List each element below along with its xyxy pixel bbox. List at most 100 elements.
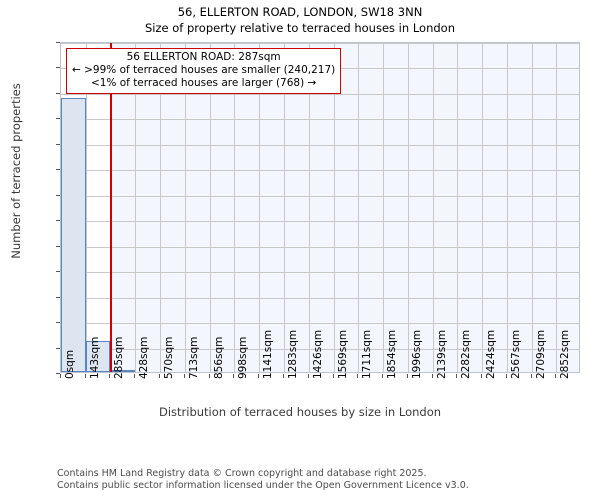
gridline-vertical xyxy=(432,43,434,372)
x-axis-tick-label: 570sqm xyxy=(162,336,175,379)
gridline-vertical xyxy=(308,43,310,372)
x-axis-tick-label: 2709sqm xyxy=(534,329,547,379)
gridline-horizontal xyxy=(61,170,579,172)
gridline-horizontal xyxy=(61,297,579,299)
x-axis-tick-label: 1283sqm xyxy=(286,329,299,379)
shaded-region-larger xyxy=(110,43,579,372)
x-axis-tick-label: 713sqm xyxy=(187,336,200,379)
plot-area xyxy=(60,42,580,373)
x-axis-tick-mark xyxy=(406,374,408,378)
x-axis-tick-mark xyxy=(208,374,210,378)
x-axis-tick-mark xyxy=(332,374,334,378)
x-axis-tick-mark xyxy=(481,374,482,378)
y-axis-tick-mark xyxy=(56,169,60,171)
x-axis-tick-label: 998sqm xyxy=(237,336,250,379)
x-axis-tick-label: 1426sqm xyxy=(311,329,324,379)
gridline-vertical xyxy=(184,43,186,372)
gridline-horizontal xyxy=(61,119,579,121)
gridline-horizontal xyxy=(61,246,579,248)
x-axis-tick-mark xyxy=(307,374,309,378)
x-axis-tick-mark xyxy=(109,374,111,378)
x-axis-tick-mark xyxy=(60,374,61,378)
footer-attribution: Contains HM Land Registry data © Crown c… xyxy=(57,468,577,491)
chart-subtitle: Size of property relative to terraced ho… xyxy=(145,21,455,35)
y-axis-label: Number of terraced properties xyxy=(9,83,23,259)
annotation-line-1: 56 ELLERTON ROAD: 287sqm xyxy=(126,51,281,63)
gridline-horizontal xyxy=(61,93,579,95)
x-axis-label: Distribution of terraced houses by size … xyxy=(158,405,442,419)
x-axis-tick-label: 1569sqm xyxy=(336,329,349,379)
x-axis-tick-mark xyxy=(134,374,136,378)
gridline-vertical xyxy=(407,43,409,372)
x-axis-tick-mark xyxy=(431,374,433,378)
gridline-vertical xyxy=(556,43,558,372)
y-axis-tick-mark xyxy=(56,245,60,247)
y-axis-tick-mark xyxy=(56,143,60,145)
y-axis-tick-mark xyxy=(56,194,60,196)
x-axis-tick-label: 2139sqm xyxy=(435,329,448,379)
x-axis-tick-label: 1854sqm xyxy=(386,329,398,379)
y-axis-tick-mark xyxy=(56,347,60,349)
x-axis-tick-mark xyxy=(282,374,284,378)
chart-title: 56, ELLERTON ROAD, LONDON, SW18 3NN xyxy=(177,5,423,19)
annotation-line-2: ← >99% of terraced houses are smaller (2… xyxy=(72,64,336,76)
gridline-vertical xyxy=(531,43,533,372)
y-axis-tick-mark xyxy=(56,67,60,69)
x-axis-tick-mark xyxy=(258,374,260,378)
x-axis-tick-label: 285sqm xyxy=(113,336,126,379)
x-axis-tick-mark xyxy=(456,374,458,378)
x-axis-tick-label: 2424sqm xyxy=(485,329,497,379)
x-axis-tick-mark xyxy=(555,374,557,378)
x-axis-tick-mark xyxy=(382,374,383,378)
gridline-horizontal xyxy=(61,43,579,44)
x-axis-tick-mark xyxy=(530,374,532,378)
x-axis-tick-label: 428sqm xyxy=(138,336,151,379)
x-axis-tick-mark xyxy=(505,374,507,378)
gridline-vertical xyxy=(234,43,236,372)
gridline-horizontal xyxy=(61,323,579,325)
gridline-vertical xyxy=(259,43,261,372)
x-axis-tick-label: 2852sqm xyxy=(559,329,572,379)
x-axis-tick-mark xyxy=(233,374,235,378)
gridline-vertical xyxy=(283,43,285,372)
gridline-vertical xyxy=(358,43,360,372)
x-axis-tick-label: 1996sqm xyxy=(410,329,423,379)
x-axis-tick-label: 1141sqm xyxy=(262,329,275,379)
title-block: 56, ELLERTON ROAD, LONDON, SW18 3NN Size… xyxy=(0,4,600,37)
x-axis-tick-label: 2282sqm xyxy=(460,329,473,379)
x-axis-tick-label: 1711sqm xyxy=(361,329,374,379)
x-axis-tick-label: 2567sqm xyxy=(509,329,522,379)
y-axis-tick-mark xyxy=(56,92,60,94)
x-axis-tick-label: 143sqm xyxy=(88,336,101,379)
x-axis-tick-mark xyxy=(183,374,185,378)
y-axis-tick-mark xyxy=(56,373,60,374)
y-axis-tick-mark xyxy=(56,220,60,222)
gridline-vertical xyxy=(209,43,211,372)
gridline-horizontal xyxy=(61,144,579,146)
x-axis-tick-mark xyxy=(84,374,86,378)
y-axis-tick-mark xyxy=(56,322,60,324)
property-marker-line xyxy=(109,43,112,372)
y-axis-tick-mark xyxy=(56,296,60,298)
annotation-box: 56 ELLERTON ROAD: 287sqm ← >99% of terra… xyxy=(66,48,342,94)
x-axis-tick-label: 0sqm xyxy=(64,349,76,379)
gridline-horizontal xyxy=(61,221,579,223)
y-axis-tick-mark xyxy=(56,118,60,120)
gridline-vertical xyxy=(506,43,508,372)
footer-line-1: Contains HM Land Registry data © Crown c… xyxy=(57,468,427,479)
gridline-vertical xyxy=(135,43,137,372)
gridline-vertical xyxy=(383,43,384,372)
x-axis-tick-mark xyxy=(357,374,359,378)
annotation-line-3: <1% of terraced houses are larger (768) … xyxy=(90,77,317,89)
gridline-vertical xyxy=(457,43,459,372)
gridline-vertical xyxy=(85,43,87,372)
x-axis-tick-label: 856sqm xyxy=(212,336,225,379)
y-axis-tick-mark xyxy=(56,42,60,43)
y-axis-tick-mark xyxy=(56,271,60,273)
gridline-horizontal xyxy=(61,272,579,274)
footer-line-2: Contains public sector information licen… xyxy=(57,479,469,491)
gridline-vertical xyxy=(159,43,161,372)
gridline-vertical xyxy=(482,43,483,372)
gridline-horizontal xyxy=(61,195,579,197)
